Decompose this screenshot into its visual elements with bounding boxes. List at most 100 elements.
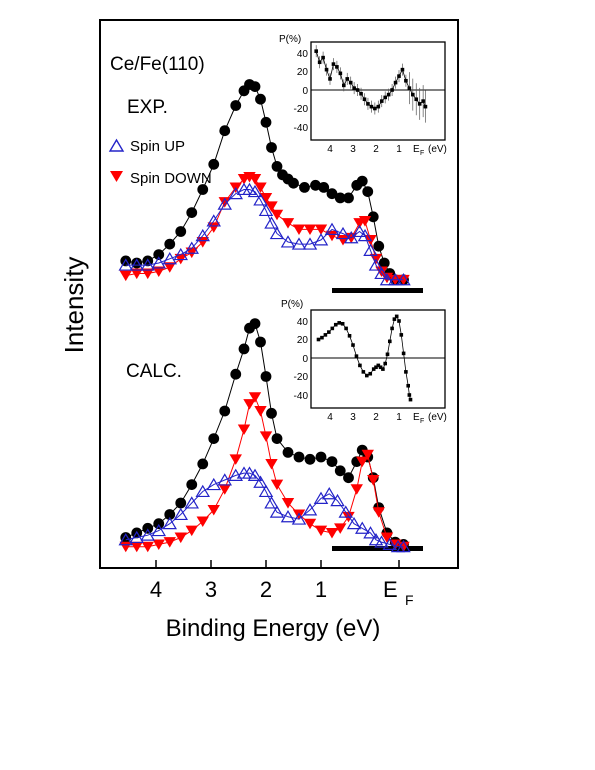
inset-calc-point: [388, 339, 392, 344]
inset-calc-ytick-m20: -20: [294, 372, 309, 383]
inset-exp-point: [342, 83, 346, 88]
inset-calc: P(%) 40 20 0 -20 -40 4 3 2 1 E F (eV): [281, 299, 447, 425]
exp-total-point: [186, 207, 198, 219]
exp-total-point: [175, 226, 187, 237]
exp-label: EXP.: [127, 97, 168, 118]
inset-exp-point: [324, 67, 329, 72]
inset-exp-ef: E: [413, 144, 420, 155]
inset-calc-point: [378, 365, 383, 370]
calc-spin-up-point: [258, 484, 274, 498]
exp-spin-down-point: [314, 224, 328, 235]
inset-exp-point: [359, 91, 363, 96]
exp-spin-down-point: [163, 262, 176, 273]
calc-total-point: [219, 405, 231, 417]
exp-spin-up-point: [162, 252, 177, 265]
calc-spin-down-point: [229, 454, 242, 465]
exp-spin-up-point: [352, 224, 367, 238]
exp-spin-down-point: [336, 234, 350, 246]
inset-exp-frame: [310, 41, 446, 141]
inset-exp-ytick-20: 20: [297, 67, 309, 78]
inset-exp-point: [338, 71, 343, 76]
inset-calc-ylabel: P(%): [281, 299, 303, 310]
exp-total-point: [373, 240, 385, 252]
inset-exp-ytick-40: 40: [297, 49, 309, 60]
exp-spin-up-point: [357, 228, 373, 242]
calc-spin-up-point: [396, 539, 411, 553]
exp-series-group: [118, 79, 411, 286]
exp-total-point: [266, 142, 277, 153]
calc-spin-up-point: [302, 503, 318, 516]
calc-total-point: [249, 318, 261, 329]
calc-total-point: [293, 451, 305, 463]
exp-total-point: [230, 100, 242, 111]
calc-spin-up-point: [291, 512, 307, 525]
exp-spin-up-point: [247, 184, 263, 198]
exp-spin-up-point: [206, 214, 221, 227]
x-tick-label-2: 2: [260, 577, 272, 602]
y-axis-label: Intensity: [59, 257, 89, 354]
inset-exp-ef-sub: F: [420, 150, 424, 157]
exp-spin-up-line: [125, 189, 404, 281]
inset-calc-point: [323, 333, 328, 337]
calc-spin-up-point: [118, 533, 133, 546]
inset-exp-point: [400, 67, 405, 72]
inset-calc-point: [371, 367, 376, 371]
calc-spin-up-point: [247, 468, 263, 481]
calc-spin-down-point: [361, 449, 374, 461]
calc-spin-down-point: [185, 525, 198, 537]
inset-calc-ytick-m40: -40: [294, 391, 309, 402]
inset-calc-point: [401, 351, 406, 356]
calc-spin-down-point: [334, 523, 347, 534]
exp-spin-up-point: [324, 222, 340, 235]
legend-spin-up-marker: [108, 138, 125, 152]
inset-exp-point: [404, 78, 408, 83]
x-tick-label-ef: E: [383, 577, 398, 602]
inset-calc-point: [407, 393, 412, 397]
calc-total-point: [326, 456, 338, 467]
calc-total-point: [271, 433, 283, 444]
inset-exp-xtick-4: 4: [327, 144, 333, 155]
exp-spin-down-point: [281, 218, 295, 229]
inset-calc-point: [376, 363, 381, 368]
exp-total-point: [356, 175, 368, 187]
calc-spin-down-point: [265, 458, 278, 470]
inset-exp-point: [321, 55, 325, 60]
exp-spin-up-point: [118, 258, 133, 271]
calc-label: CALC.: [126, 361, 182, 382]
calc-total-point: [238, 343, 250, 355]
calc-spin-down-point: [281, 498, 295, 509]
inset-exp-unit: (eV): [428, 144, 447, 155]
exp-total-point: [208, 158, 220, 170]
inset-calc-point: [394, 314, 399, 319]
calc-spin-down-point: [218, 484, 231, 495]
exp-spin-down-point: [259, 192, 273, 204]
calc-spin-down-point: [270, 479, 284, 491]
inset-exp-point: [369, 104, 374, 109]
exp-spin-up-point: [217, 197, 232, 210]
exp-spin-up-point: [368, 258, 384, 271]
exp-spin-up-point: [151, 256, 166, 269]
inset-calc-xtick-4: 4: [327, 412, 333, 423]
main-x-ticks: [155, 560, 400, 568]
inset-calc-point: [383, 361, 387, 366]
inset-exp-point: [373, 106, 377, 111]
exp-total-point: [271, 161, 283, 172]
inset-calc-point: [368, 371, 373, 376]
legend-spin-down-marker: [110, 171, 123, 182]
inset-calc-frame: [310, 309, 446, 409]
main-plot-frame: [99, 19, 459, 569]
exp-spin-up-point: [396, 273, 411, 286]
exp-total-point: [367, 211, 379, 223]
figure-title: Ce/Fe(110): [110, 54, 205, 75]
inset-exp-point: [314, 49, 318, 53]
exp-spin-down-point: [218, 197, 231, 208]
x-tick-label-1: 1: [315, 577, 327, 602]
calc-series-group: [118, 318, 411, 553]
exp-spin-down-point: [265, 201, 278, 212]
calc-total-point: [315, 451, 327, 463]
inset-exp-point: [317, 60, 322, 65]
calc-spin-down-point: [254, 406, 267, 417]
inset-calc-ytick-40: 40: [297, 317, 309, 328]
inset-calc-point: [320, 335, 324, 340]
inset-exp-point: [345, 77, 350, 81]
